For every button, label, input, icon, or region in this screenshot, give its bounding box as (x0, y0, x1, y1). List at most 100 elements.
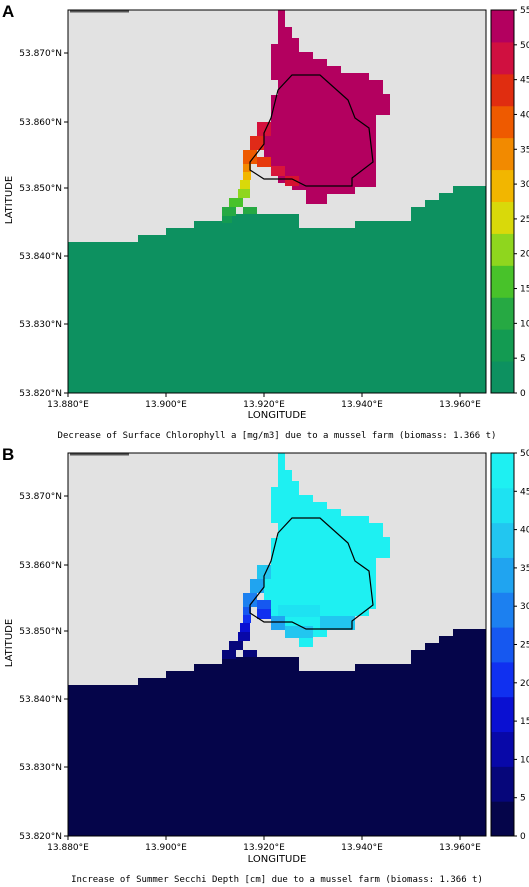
colorbar-tick-label: 0 (520, 832, 526, 842)
y-tick-label: 53.850°N (19, 627, 62, 637)
plume-cell (250, 579, 264, 593)
plume-cell (257, 609, 271, 619)
colorbar-tick-label: 25 (520, 641, 529, 651)
y-tick-label: 53.820°N (19, 389, 62, 399)
colorbar-frame (490, 9, 515, 394)
plume-cell (229, 641, 243, 650)
panel-letter: B (2, 445, 15, 464)
colorbar-tick-label: 0 (520, 389, 526, 399)
colorbar-tick-label: 35 (520, 145, 529, 155)
y-axis-label: LATITUDE (4, 619, 15, 667)
y-axis: 53.870°N 53.860°N 53.850°N 53.840°N 53.830°N… (19, 492, 68, 842)
colorbar-tick-label: 10 (520, 755, 529, 765)
x-tick-label: 13.960°E (439, 400, 481, 410)
plume-cell (243, 650, 257, 657)
y-tick-label: 53.870°N (19, 49, 62, 59)
colorbar-segment (491, 361, 514, 394)
colorbar-segment (491, 661, 514, 698)
colorbar-segment (491, 297, 514, 330)
plume-main (264, 10, 390, 204)
map-area (67, 9, 487, 394)
colorbar-segment (491, 233, 514, 266)
colorbar-segment (491, 801, 514, 837)
colorbar-segment (491, 627, 514, 663)
colorbar-segment (491, 329, 514, 362)
colorbar-segment (491, 73, 514, 107)
colorbar-segment (491, 557, 514, 593)
colorbar-tick-label: 20 (520, 250, 529, 260)
figure-caption: Increase of Summer Secchi Depth [cm] due… (71, 875, 483, 885)
colorbar-segment (491, 453, 514, 489)
colorbar-tick-label: 10 (520, 319, 529, 329)
colorbar-tick-label: 25 (520, 215, 529, 225)
plume-cell (250, 136, 264, 150)
map-svg: 53.870°N 53.860°N 53.850°N 53.840°N 53.830°N… (4, 449, 529, 885)
x-axis: 13.880°E 13.900°E 13.920°E 13.940°E 13.960°E (47, 836, 481, 853)
colorbar-segment (491, 487, 514, 524)
colorbar-tick-label: 15 (520, 717, 529, 727)
y-tick-label: 53.860°N (19, 561, 62, 571)
y-tick-label: 53.830°N (19, 320, 62, 330)
plume-cell (285, 176, 299, 186)
colorbar-segment (491, 41, 514, 75)
colorbar-tick-label: 35 (520, 564, 529, 574)
plume-main (264, 453, 390, 647)
colorbar-tick-label: 40 (520, 526, 529, 536)
sea-area (68, 186, 486, 393)
plume-cell (243, 207, 257, 214)
colorbar-segment (491, 10, 514, 43)
map-frame (67, 452, 487, 837)
panel-a: A 53.870°N 53.860°N 53.850°N 53.840°N 53.830… (0, 0, 529, 443)
map-svg: 53.870°N 53.860°N 53.850°N 53.840°N 53.830°N… (4, 6, 529, 441)
colorbar-segment (491, 592, 514, 628)
colorbar-tick-label: 5 (520, 354, 526, 364)
x-tick-label: 13.940°E (341, 400, 383, 410)
x-axis: 13.880°E 13.900°E 13.920°E 13.940°E 13.960°E (47, 393, 481, 410)
x-tick-label: 13.880°E (47, 400, 89, 410)
colorbar-segment (491, 105, 514, 139)
x-tick-label: 13.920°E (243, 400, 285, 410)
colorbar-tick-label: 5 (520, 794, 526, 804)
plume-cell (257, 600, 271, 610)
y-tick-label: 53.840°N (19, 252, 62, 262)
plume-cell (222, 207, 236, 216)
plume-cell (240, 180, 250, 189)
y-tick-label: 53.820°N (19, 832, 62, 842)
colorbar-tick-label: 30 (520, 602, 529, 612)
y-tick-label: 53.830°N (19, 763, 62, 773)
y-axis: 53.870°N 53.860°N 53.850°N 53.840°N 53.830°N… (19, 49, 68, 399)
colorbar-tick-label: 45 (520, 487, 529, 497)
plume-cell (243, 593, 257, 607)
y-tick-label: 53.850°N (19, 184, 62, 194)
plume-cell (238, 632, 250, 641)
plume-cell (257, 157, 271, 167)
panel-b: B 53.870°N 53.860°N 53.850°N 53. (0, 443, 529, 886)
map-area (67, 452, 487, 837)
y-tick-label: 53.860°N (19, 118, 62, 128)
plume-cell (278, 605, 320, 617)
colorbar-segment (491, 265, 514, 298)
colorbar-tick-label: 55 (520, 6, 529, 16)
figure-caption: Decrease of Surface Chlorophyll a [mg/m3… (58, 431, 497, 441)
plume-cell (229, 198, 243, 207)
colorbar-segment (491, 522, 514, 558)
colorbar-segment (491, 201, 514, 234)
mussel-farm-outline (249, 517, 374, 630)
plume-cell (243, 172, 251, 180)
map-frame (67, 9, 487, 394)
plume-cell (243, 150, 257, 164)
x-tick-label: 13.900°E (145, 843, 187, 853)
colorbar-segment (491, 137, 514, 171)
x-tick-label: 13.880°E (47, 843, 89, 853)
y-tick-label: 53.870°N (19, 492, 62, 502)
y-axis-label: LATITUDE (4, 176, 15, 224)
panel-letter: A (2, 2, 15, 21)
plume-cell (222, 216, 232, 223)
plume-cell (320, 616, 355, 630)
plume-cell (243, 164, 251, 172)
colorbar-segment (491, 766, 514, 802)
plume-cell (243, 615, 251, 623)
plume-cell (271, 616, 285, 630)
x-tick-label: 13.940°E (341, 843, 383, 853)
